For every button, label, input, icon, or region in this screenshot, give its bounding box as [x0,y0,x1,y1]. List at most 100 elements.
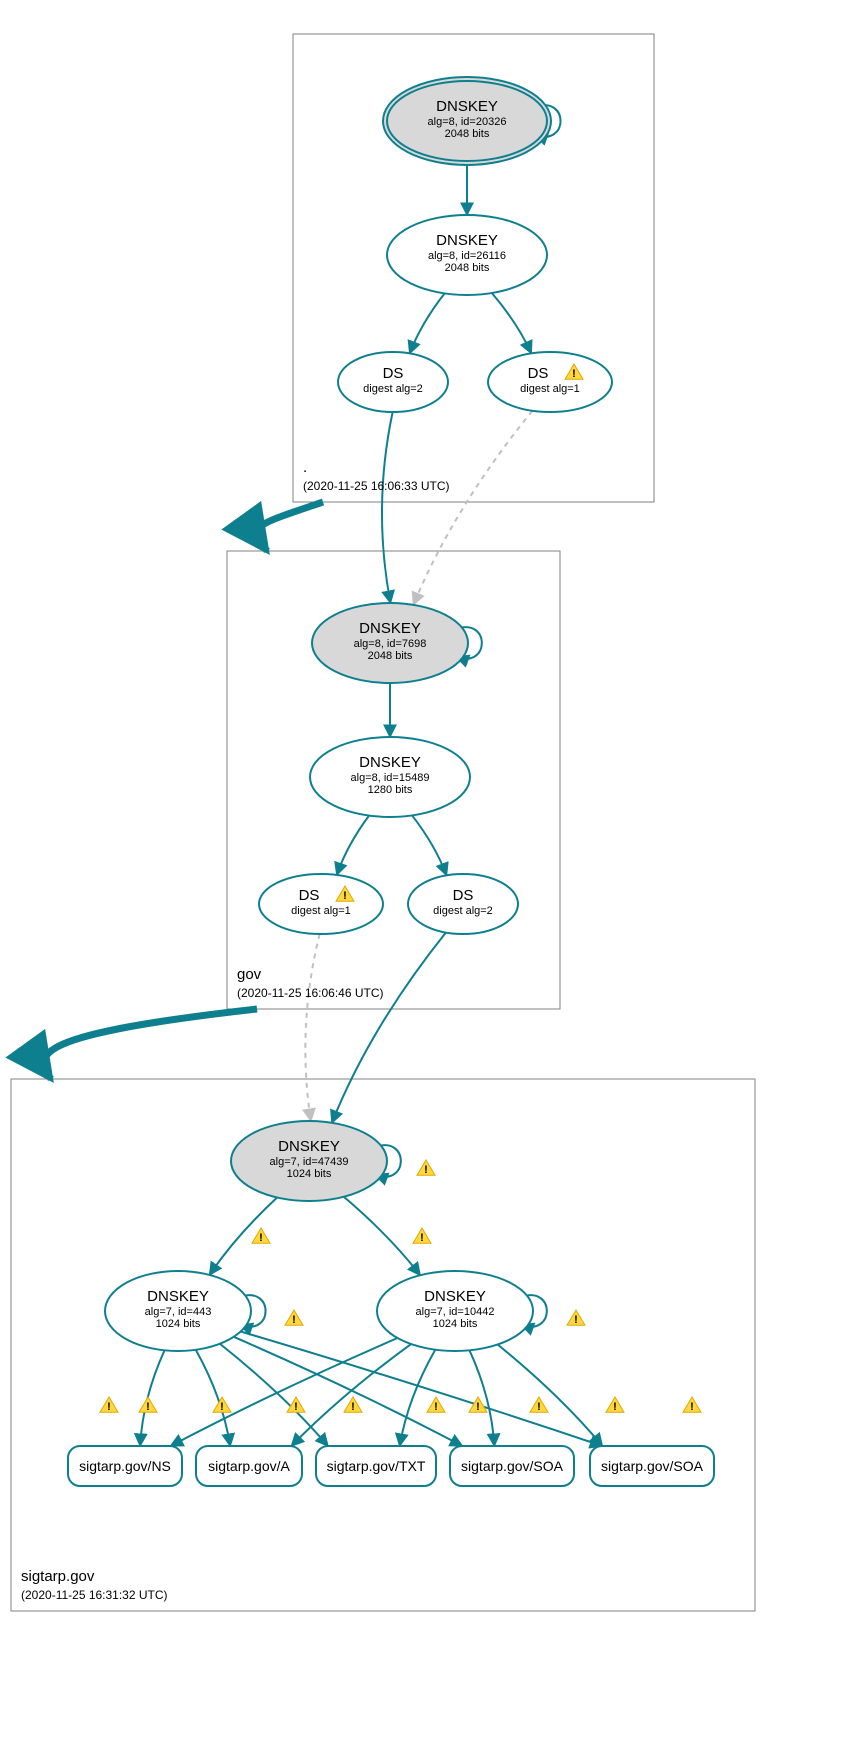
warning-icon: ! [413,1228,431,1244]
svg-text:1024 bits: 1024 bits [287,1168,332,1180]
svg-text:!: ! [146,1401,150,1413]
svg-text:DNSKEY: DNSKEY [359,620,421,637]
zone-transition-arrow [44,1009,257,1079]
edge [210,1198,278,1275]
edge [234,1337,463,1446]
dnskey-node: DSdigest alg=2 [408,874,518,934]
svg-text:alg=8, id=15489: alg=8, id=15489 [351,772,430,784]
edge [196,1350,230,1446]
edge [171,1338,398,1446]
dnskey-node: DNSKEYalg=8, id=76982048 bits [312,603,468,683]
svg-text:DNSKEY: DNSKEY [278,1138,340,1155]
edge [382,412,393,603]
warning-icon: ! [417,1160,435,1176]
edge [469,1350,494,1446]
zone-label: gov [237,966,262,983]
svg-text:digest alg=2: digest alg=2 [363,383,423,395]
edge [305,934,319,1121]
svg-text:alg=7, id=443: alg=7, id=443 [145,1306,212,1318]
edge [413,411,532,605]
svg-text:!: ! [572,368,576,380]
svg-text:2048 bits: 2048 bits [445,262,490,274]
warning-icon: ! [567,1310,585,1326]
dnskey-node: DNSKEYalg=8, id=203262048 bits [383,77,551,165]
svg-text:2048 bits: 2048 bits [445,128,490,140]
zone-label: . [303,459,307,476]
warning-icon: ! [606,1397,624,1413]
edge [412,815,446,875]
svg-text:!: ! [434,1401,438,1413]
zone-timestamp: (2020-11-25 16:31:32 UTC) [21,1588,168,1602]
svg-text:alg=8, id=26116: alg=8, id=26116 [428,250,506,262]
dnskey-node: DNSKEYalg=8, id=154891280 bits [310,737,470,817]
svg-text:DS: DS [383,365,404,382]
zone-timestamp: (2020-11-25 16:06:33 UTC) [303,479,450,493]
dnskey-node: DNSKEYalg=7, id=474391024 bits [231,1121,387,1201]
svg-text:!: ! [259,1232,263,1244]
svg-text:!: ! [343,890,347,902]
warning-icon: ! [469,1397,487,1413]
dnskey-node: DS! digest alg=1 [259,874,383,934]
svg-text:DNSKEY: DNSKEY [424,1288,486,1305]
zone-timestamp: (2020-11-25 16:06:46 UTC) [237,986,384,1000]
svg-text:sigtarp.gov/A: sigtarp.gov/A [208,1458,290,1474]
svg-text:DS: DS [528,365,549,382]
record-node: sigtarp.gov/NS [68,1446,182,1486]
record-node: sigtarp.gov/TXT [316,1446,436,1486]
dnskey-node: DNSKEYalg=7, id=4431024 bits [105,1271,251,1351]
svg-text:2048 bits: 2048 bits [368,650,413,662]
svg-text:DNSKEY: DNSKEY [436,232,498,249]
svg-text:!: ! [537,1401,541,1413]
svg-text:DNSKEY: DNSKEY [359,754,421,771]
svg-text:!: ! [420,1232,424,1244]
svg-text:alg=8, id=7698: alg=8, id=7698 [354,638,427,650]
svg-text:digest alg=1: digest alg=1 [291,905,351,917]
dnskey-node: DNSKEYalg=7, id=104421024 bits [377,1271,533,1351]
svg-text:sigtarp.gov/SOA: sigtarp.gov/SOA [461,1458,564,1474]
zone-label: sigtarp.gov [21,1568,95,1585]
warning-icon: ! [285,1310,303,1326]
record-node: sigtarp.gov/A [196,1446,302,1486]
svg-text:!: ! [292,1314,296,1326]
svg-text:sigtarp.gov/SOA: sigtarp.gov/SOA [601,1458,704,1474]
svg-text:!: ! [613,1401,617,1413]
svg-text:!: ! [424,1164,428,1176]
zone-transition-arrow [257,502,323,551]
warning-icon: ! [252,1228,270,1244]
warning-icon: ! [530,1397,548,1413]
svg-text:1280 bits: 1280 bits [368,784,413,796]
svg-text:DS: DS [299,887,320,904]
svg-text:alg=8, id=20326: alg=8, id=20326 [428,116,507,128]
svg-text:alg=7, id=10442: alg=7, id=10442 [416,1306,495,1318]
warning-icon: ! [683,1397,701,1413]
svg-text:!: ! [220,1401,224,1413]
svg-text:sigtarp.gov/TXT: sigtarp.gov/TXT [327,1458,426,1474]
svg-text:alg=7, id=47439: alg=7, id=47439 [270,1156,349,1168]
svg-text:digest alg=1: digest alg=1 [520,383,580,395]
edge [337,816,369,875]
svg-text:!: ! [690,1401,694,1413]
record-node: sigtarp.gov/SOA [450,1446,574,1486]
warning-icon: ! [213,1397,231,1413]
edge [344,1197,420,1275]
warning-icon: ! [427,1397,445,1413]
warning-icon: ! [344,1397,362,1413]
record-node: sigtarp.gov/SOA [590,1446,714,1486]
warning-icon: ! [100,1397,118,1413]
svg-text:!: ! [476,1401,480,1413]
edge [410,293,445,353]
warning-icon: ! [139,1397,157,1413]
dnskey-node: DSdigest alg=2 [338,352,448,412]
svg-text:digest alg=2: digest alg=2 [433,905,493,917]
edge [400,1350,436,1446]
edge [332,933,446,1123]
svg-text:!: ! [107,1401,111,1413]
dnskey-node: DS! digest alg=1 [488,352,612,412]
svg-text:!: ! [294,1401,298,1413]
svg-text:1024 bits: 1024 bits [433,1318,478,1330]
svg-text:sigtarp.gov/NS: sigtarp.gov/NS [79,1458,171,1474]
edge [498,1345,603,1446]
svg-text:!: ! [351,1401,355,1413]
svg-text:DNSKEY: DNSKEY [436,98,498,115]
dnskey-node: DNSKEYalg=8, id=261162048 bits [387,215,547,295]
